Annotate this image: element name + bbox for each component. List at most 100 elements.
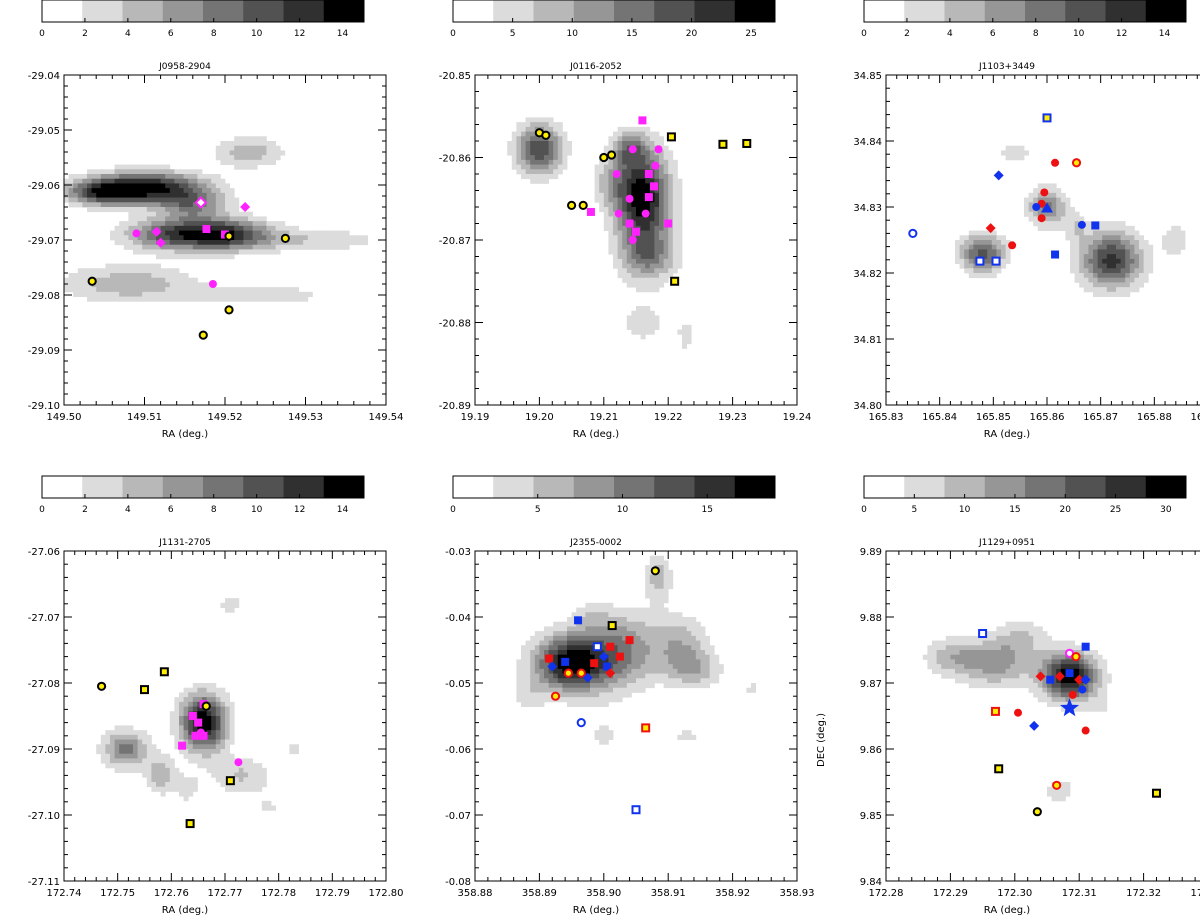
contour-cell (682, 650, 687, 656)
contour-cell (567, 687, 572, 693)
contour-cell (289, 287, 295, 293)
contour-cell (964, 249, 970, 255)
contour-cell (188, 701, 194, 707)
contour-cell (659, 216, 664, 222)
contour-cell (197, 753, 203, 759)
contour-cell (344, 235, 350, 241)
contour-cell (82, 202, 88, 208)
contour-cell (1047, 183, 1052, 189)
contour-cell (594, 169, 600, 175)
contour-cell (128, 758, 134, 764)
contour-cell (220, 706, 226, 712)
marker-circle (224, 305, 234, 315)
contour-cell (123, 273, 129, 279)
contour-cell (640, 174, 646, 180)
contour-cell (169, 178, 175, 184)
contour-cell (225, 716, 230, 722)
contour-cell (142, 744, 148, 750)
contour-cell (1070, 235, 1075, 241)
contour-cell (1106, 249, 1112, 255)
contour-cell (663, 584, 669, 590)
contour-cell (1060, 197, 1066, 203)
contour-cell (668, 230, 674, 236)
contour-cell (123, 174, 129, 180)
contour-cell (599, 192, 605, 198)
contour-cell (640, 664, 646, 670)
contour-cell (123, 207, 129, 213)
contour-cell (982, 635, 988, 641)
contour-cell (691, 617, 697, 623)
contour-cell (599, 174, 605, 180)
contour-cell (266, 145, 272, 151)
contour-cell (151, 296, 157, 302)
contour-cell (682, 334, 687, 340)
contour-cell (599, 164, 605, 170)
contour-cell (576, 687, 582, 693)
contour-cell (631, 687, 637, 693)
contour-cell (585, 645, 591, 651)
contour-cell (640, 141, 646, 147)
contour-cell (594, 607, 600, 613)
contour-cell (229, 711, 235, 717)
contour-cell (539, 159, 545, 165)
marker-circle (606, 150, 617, 160)
contour-cell (1051, 654, 1057, 660)
contour-cell (165, 254, 171, 260)
colorbar-tick-label: 8 (1033, 29, 1039, 39)
contour-cell (225, 287, 230, 293)
contour-cell (257, 225, 263, 231)
contour-cell (1088, 659, 1094, 665)
contour-cell (220, 734, 226, 740)
contour-cell (211, 221, 217, 227)
contour-cell (160, 249, 166, 255)
contour-cell (1010, 664, 1016, 670)
contour-cell (220, 291, 226, 297)
contour-cell (1083, 650, 1089, 656)
contour-cell (114, 734, 120, 740)
contour-cell (677, 216, 683, 222)
contour-cell (973, 683, 979, 689)
contour-cell (613, 145, 618, 151)
contour-cell (1001, 263, 1006, 269)
contour-cell (1047, 701, 1052, 707)
contour-cell (521, 678, 526, 684)
contour-cell (1010, 150, 1016, 156)
contour-cell (991, 240, 997, 246)
contour-cell (964, 645, 970, 651)
contour-cell (211, 701, 217, 707)
contour-cell (608, 141, 614, 147)
contour-cell (133, 282, 138, 288)
contour-cell (636, 145, 641, 151)
contour-cell (160, 178, 166, 184)
contour-cell (248, 777, 253, 783)
marker-diamond (1029, 720, 1040, 731)
contour-cell (1014, 645, 1020, 651)
contour-cell (215, 150, 221, 156)
contour-cell (248, 136, 253, 142)
contour-cell (645, 683, 651, 689)
contour-cell (922, 654, 928, 660)
contour-cell (617, 136, 623, 142)
contour-cell (165, 221, 171, 227)
contour-cell (192, 277, 198, 283)
contour-cell (1056, 692, 1062, 698)
contour-cell (705, 654, 710, 660)
contour-cell (626, 631, 632, 637)
contour-cell (622, 230, 628, 236)
contour-cell (142, 249, 148, 255)
contour-cell (973, 263, 979, 269)
contour-cell (243, 211, 249, 217)
contour-cell (608, 697, 614, 703)
contour-cell (617, 159, 623, 165)
contour-cell (654, 324, 660, 330)
contour-cell (585, 635, 591, 641)
contour-cell (165, 758, 171, 764)
contour-cell (608, 183, 614, 189)
contour-cell (521, 164, 526, 170)
marker-circle (234, 758, 243, 767)
contour-cell (608, 635, 614, 641)
contour-cell (266, 296, 272, 302)
contour-cell (1028, 635, 1034, 641)
contour-cell (202, 207, 207, 213)
contour-cell (659, 574, 664, 580)
